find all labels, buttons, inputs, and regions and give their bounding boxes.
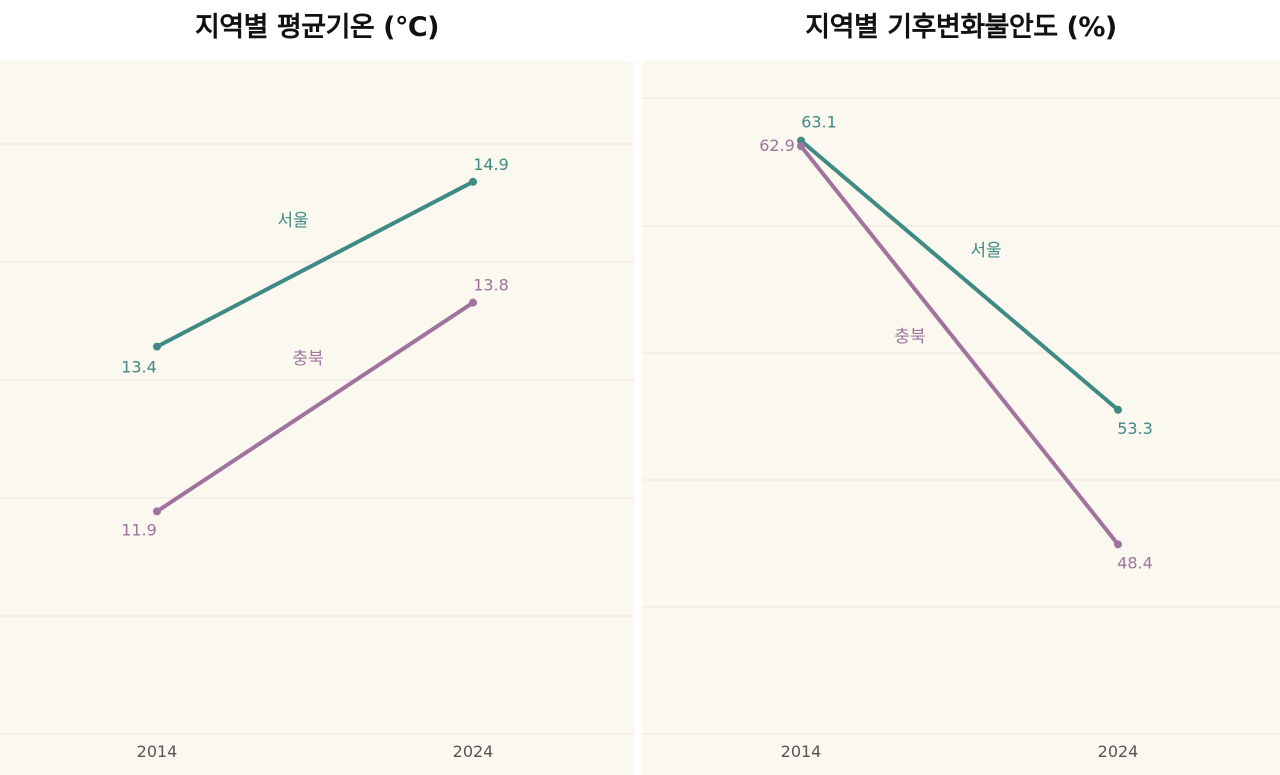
plot-area [0, 61, 634, 775]
data-label: 14.9 [473, 155, 509, 174]
data-label: 62.9 [759, 136, 795, 155]
data-label: 13.8 [473, 276, 509, 295]
series-label: 충북 [292, 349, 323, 369]
series-line [799, 138, 1120, 412]
data-point [797, 142, 805, 151]
data-point [1114, 540, 1122, 549]
data-label: 63.1 [801, 113, 837, 132]
data-point [153, 507, 161, 516]
chart-svg: 2014 2024 13.4 14.9 서울 11.9 13.8 충북 [0, 143, 634, 761]
data-point [1114, 405, 1122, 414]
chart-svg: 2014 2024 63.1 53.3 서울 62.9 48.4 충북 [642, 97, 1280, 761]
chart-panel-climate-anxiety: 지역별 기후변화불안도 (%) 2014 2024 63.1 53.3 서울 62.9 48… [642, 0, 1280, 775]
series-label: 충북 [894, 327, 925, 347]
chart-title: 지역별 기후변화불안도 (%) [805, 12, 1117, 43]
series-line [155, 179, 475, 349]
data-point [469, 298, 477, 307]
data-label: 48.4 [1117, 553, 1153, 572]
data-label: 11.9 [121, 520, 157, 539]
x-tick-label: 2014 [137, 742, 178, 761]
series-label: 서울 [277, 211, 308, 231]
data-point [469, 177, 477, 186]
x-tick-label: 2024 [453, 742, 494, 761]
chart-title: 지역별 평균기온 (℃) [194, 12, 440, 43]
x-tick-label: 2014 [781, 742, 822, 761]
series-line [155, 300, 475, 514]
data-label: 13.4 [121, 358, 157, 377]
data-point [153, 342, 161, 351]
x-tick-label: 2024 [1098, 742, 1139, 761]
chart-panel-temperature: 지역별 평균기온 (℃) 2014 2024 13.4 14.9 서울 11.9 13.8 충… [0, 0, 634, 775]
data-label: 53.3 [1117, 419, 1153, 438]
data-point [797, 136, 805, 145]
plot-area [642, 61, 1280, 775]
series-line [799, 144, 1120, 547]
series-label: 서울 [970, 241, 1001, 261]
